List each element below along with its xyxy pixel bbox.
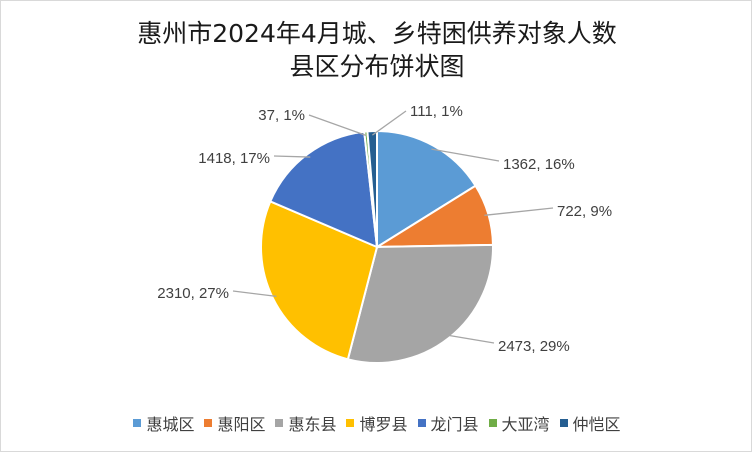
data-label-4: 2310, 27%	[157, 285, 229, 302]
data-label-6: 37, 1%	[258, 107, 305, 124]
pie-slice-4	[260, 200, 379, 361]
legend-swatch	[417, 419, 426, 427]
legend-swatch	[346, 419, 355, 427]
legend-item-6: 大亚湾	[488, 411, 550, 435]
data-label-5: 1418, 17%	[198, 150, 270, 167]
legend-label: 惠东县	[288, 415, 337, 434]
leader-line-6	[308, 114, 367, 137]
legend-swatch	[133, 419, 142, 427]
legend-item-3: 惠东县	[275, 411, 336, 435]
data-label-3: 2473, 29%	[498, 338, 570, 355]
legend-label: 博罗县	[359, 415, 408, 434]
title-line-1: 惠州市2024年4月城、乡特困供养对象人数	[137, 19, 617, 48]
data-label-2: 722, 9%	[557, 203, 612, 220]
legend-item-1: 惠城区	[133, 411, 194, 435]
legend-swatch	[559, 419, 568, 427]
leader-line-5	[273, 155, 311, 158]
leader-line-3	[446, 334, 495, 344]
leader-line-1	[431, 148, 500, 162]
legend-label: 惠阳区	[217, 415, 266, 434]
legend-item-2: 惠阳区	[204, 411, 265, 435]
legend-label: 大亚湾	[501, 415, 550, 434]
leader-line-4	[232, 290, 277, 298]
legend: 惠城区 惠阳区 惠东县 博罗县 龙门县 大亚湾 仲恺区	[1, 411, 752, 435]
legend-swatch	[204, 419, 213, 427]
pie-slice-5	[269, 130, 379, 249]
pie-slice-3	[346, 243, 494, 364]
legend-swatch	[488, 419, 497, 427]
legend-swatch	[275, 419, 284, 427]
data-label-1: 1362, 16%	[503, 156, 575, 173]
legend-label: 龙门县	[430, 415, 479, 434]
pie-slice-1	[376, 129, 477, 249]
legend-label: 仲恺区	[572, 415, 621, 434]
chart-title: 惠州市2024年4月城、乡特困供养对象人数 县区分布饼状图	[1, 17, 752, 83]
data-label-7: 111, 1%	[410, 103, 463, 120]
legend-item-5: 龙门县	[417, 411, 479, 435]
legend-item-7: 仲恺区	[559, 411, 621, 435]
legend-item-4: 博罗县	[346, 411, 408, 435]
leader-line-2	[484, 207, 554, 216]
title-line-2: 县区分布饼状图	[289, 52, 465, 81]
legend-label: 惠城区	[146, 415, 195, 434]
leader-line-7	[371, 110, 407, 136]
